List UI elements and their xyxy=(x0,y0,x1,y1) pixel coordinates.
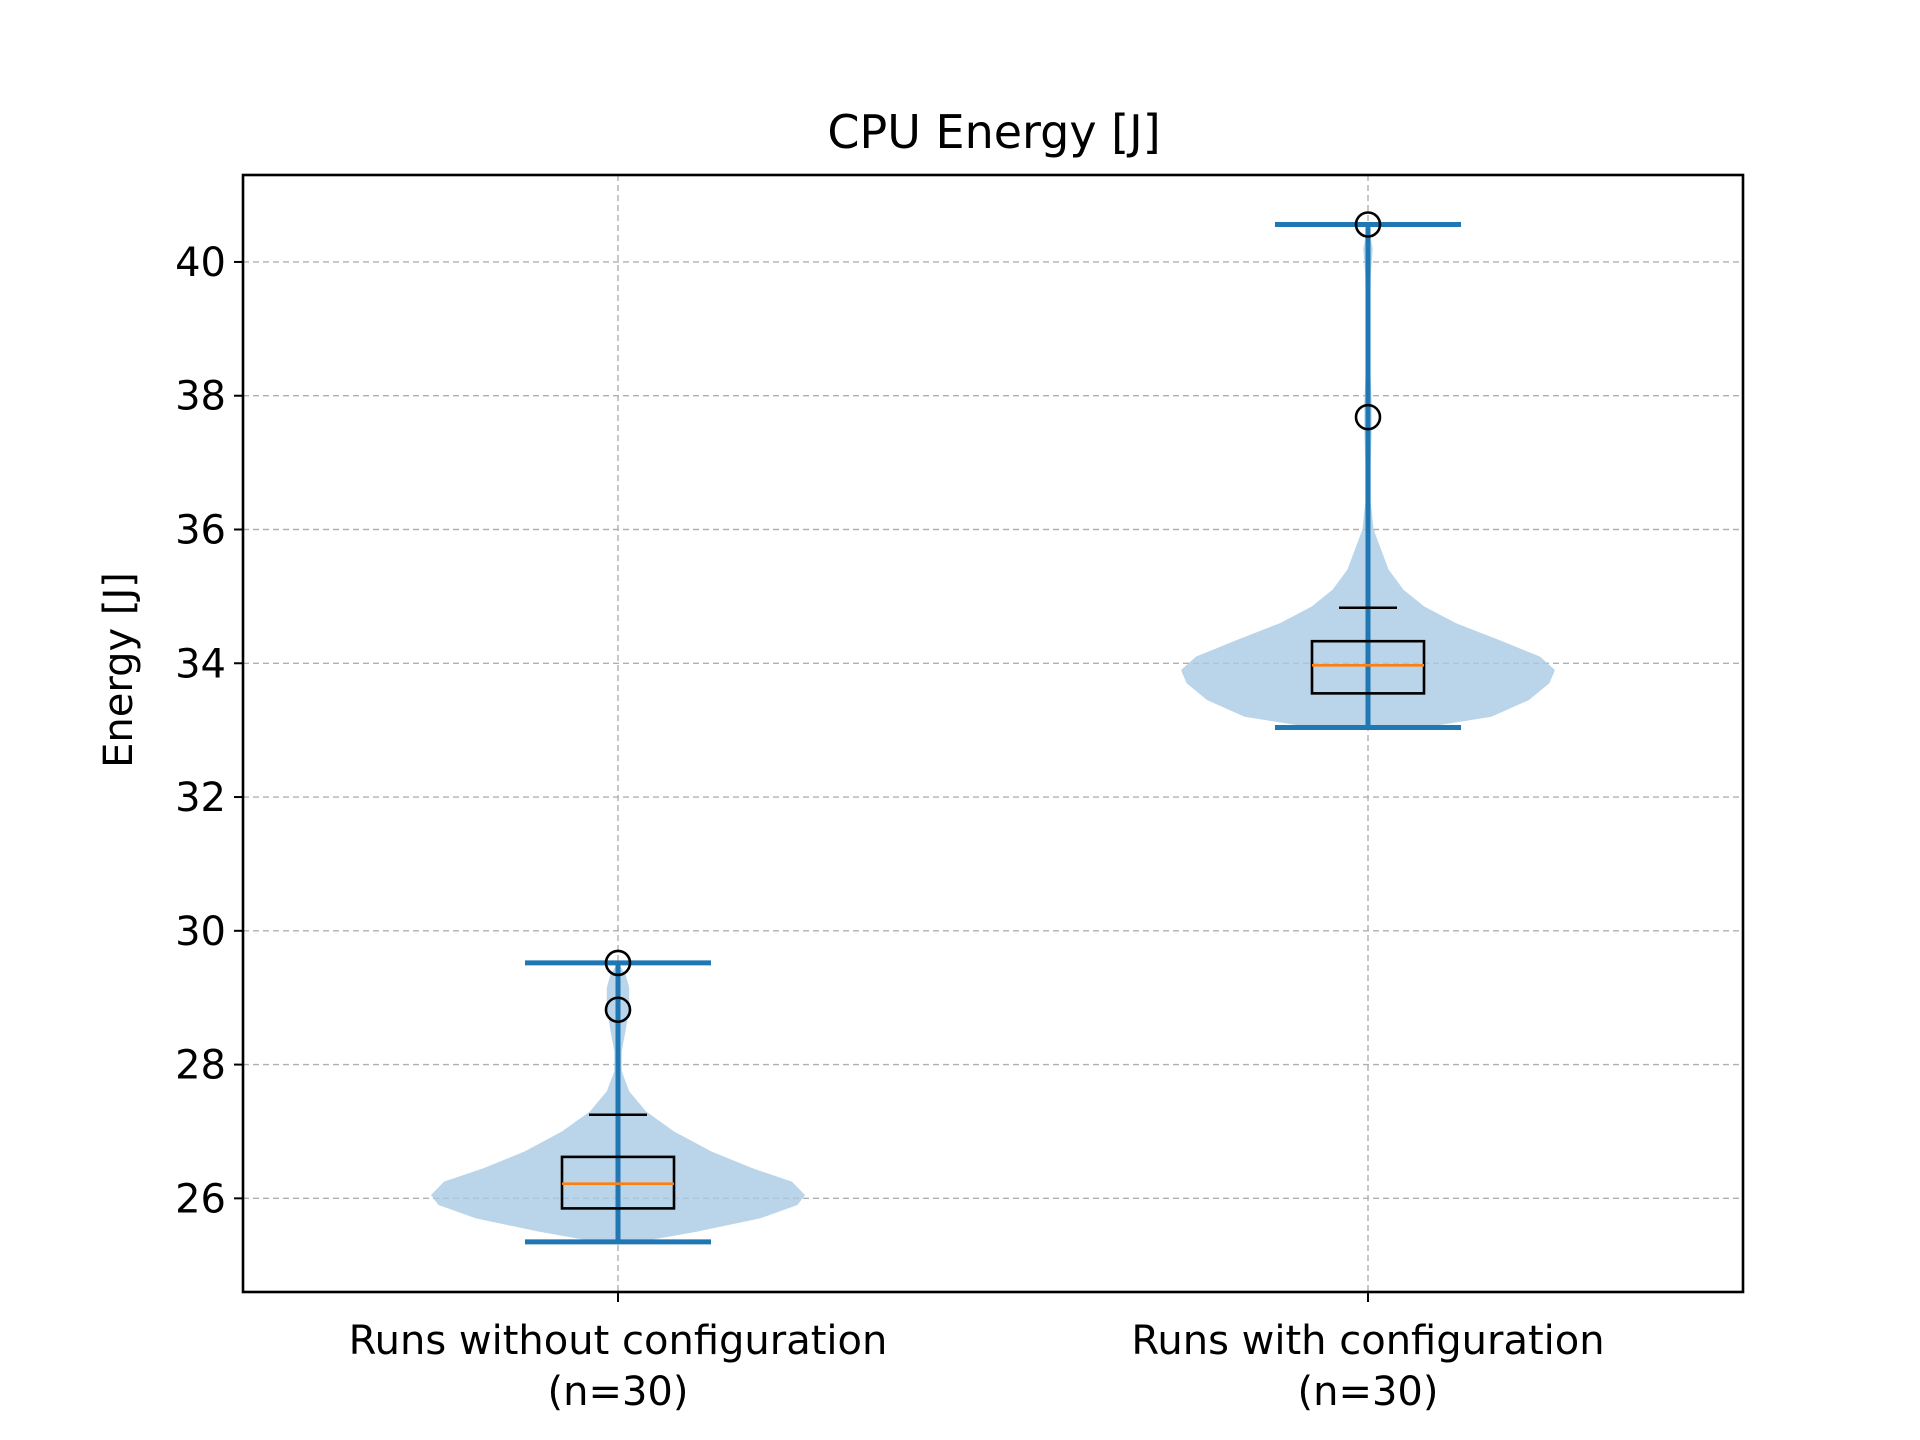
y-tick-label: 28 xyxy=(175,1043,226,1089)
plot-frame xyxy=(241,173,1745,1294)
chart-title: CPU Energy [J] xyxy=(827,105,1160,159)
outlier-point xyxy=(1354,211,1382,238)
x-tick-label: Runs without configuration xyxy=(349,1318,888,1364)
x-tick-sample-size: (n=30) xyxy=(1298,1369,1439,1415)
box-layer xyxy=(560,606,1426,1210)
grid-layer xyxy=(243,175,1743,1292)
y-tick-label: 34 xyxy=(175,641,226,687)
y-tick-label: 36 xyxy=(175,507,226,553)
x-tick-sample-size: (n=30) xyxy=(548,1369,689,1415)
x-tick-label: Runs with configuration xyxy=(1131,1318,1604,1364)
outlier-point xyxy=(1354,403,1382,431)
outlier-point xyxy=(604,996,632,1024)
y-tick-label: 30 xyxy=(175,909,226,955)
outlier-layer xyxy=(604,211,1382,1024)
tick-layer: 26 28 30 32 34 36 38 40 Runs without configurati… xyxy=(175,240,1604,1415)
y-tick-label: 32 xyxy=(175,775,226,821)
violin-layer xyxy=(431,224,1555,1242)
y-axis-label: Energy [J] xyxy=(96,572,142,768)
y-tick-label: 38 xyxy=(175,374,226,420)
box-iqr xyxy=(1310,639,1426,695)
stats-layer xyxy=(525,221,1461,1245)
y-tick-label: 26 xyxy=(175,1176,226,1222)
y-tick-label: 40 xyxy=(175,240,226,286)
outlier-point xyxy=(604,949,632,977)
